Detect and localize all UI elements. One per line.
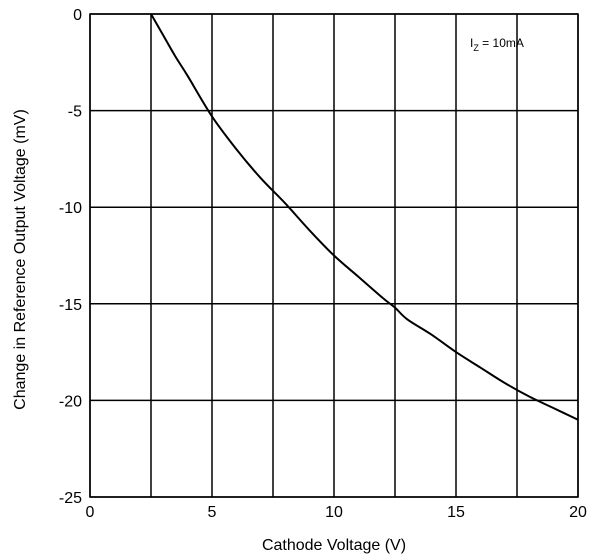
annotation-main: I (470, 36, 473, 50)
x-axis-title: Cathode Voltage (V) (262, 537, 406, 554)
y-tick-label: -15 (59, 297, 82, 314)
annotation-sub: Z (473, 43, 479, 53)
x-tick-label: 15 (447, 504, 465, 521)
y-tick-labels: 0 -5 -10 -15 -20 -25 (59, 7, 82, 507)
y-tick-label: -20 (59, 393, 82, 410)
x-tick-label: 10 (325, 504, 343, 521)
annotation-rest: = 10mA (479, 36, 524, 50)
y-axis-title: Change in Reference Output Voltage (mV) (12, 109, 29, 410)
y-tick-label: -25 (59, 490, 82, 507)
x-tick-label: 0 (86, 504, 95, 521)
y-tick-label: -5 (68, 104, 82, 121)
x-tick-label: 5 (208, 504, 217, 521)
x-tick-label: 20 (569, 504, 587, 521)
x-tick-labels: 0 5 10 15 20 (86, 504, 587, 521)
y-tick-label: -10 (59, 200, 82, 217)
series-line (150, 13, 579, 421)
y-tick-label: 0 (73, 7, 82, 24)
annotation-iz: IZ = 10mA (470, 36, 524, 53)
plot-frame (89, 13, 579, 498)
